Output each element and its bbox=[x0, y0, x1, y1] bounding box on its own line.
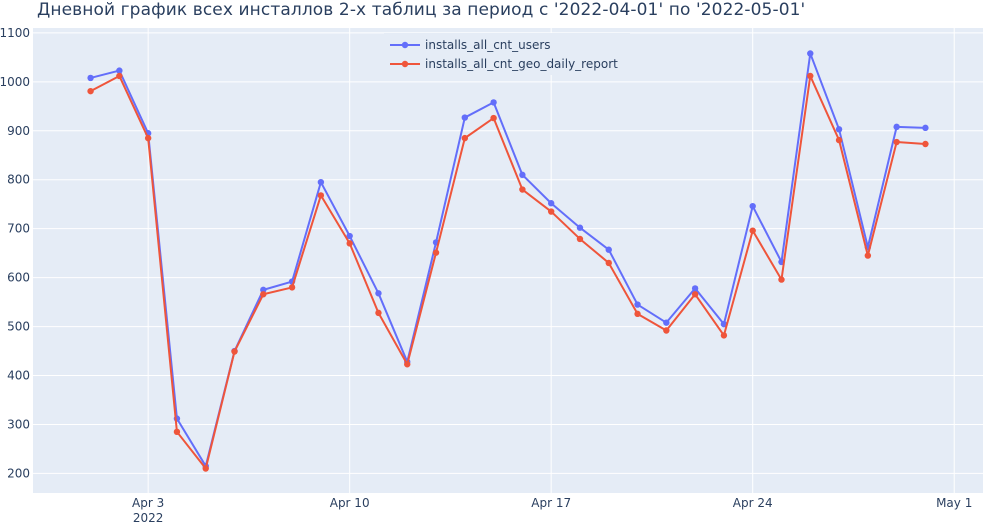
data-point bbox=[519, 186, 526, 193]
data-point bbox=[663, 319, 670, 326]
data-point bbox=[893, 138, 900, 146]
chart-title: Дневной график всех инсталлов 2-х таблиц… bbox=[37, 0, 806, 20]
data-point bbox=[490, 99, 497, 106]
series-group bbox=[87, 50, 929, 472]
data-point bbox=[144, 134, 152, 142]
data-point bbox=[547, 208, 555, 215]
x-tick-sublabel: 2022 bbox=[133, 511, 164, 525]
legend[interactable]: installs_all_cnt_users installs_all_cnt_g… bbox=[384, 33, 630, 75]
data-point bbox=[260, 286, 267, 294]
y-tick-label: 600 bbox=[7, 271, 30, 285]
data-point bbox=[691, 285, 699, 292]
data-point bbox=[634, 310, 641, 318]
grid-lines bbox=[33, 28, 983, 493]
data-point bbox=[317, 192, 325, 199]
data-point bbox=[922, 124, 929, 132]
y-tick-label: 1100 bbox=[0, 26, 30, 40]
data-point bbox=[202, 465, 209, 472]
data-point bbox=[116, 72, 123, 80]
legend-label: installs_all_cnt_users bbox=[425, 38, 551, 52]
legend-item-2[interactable]: installs_all_cnt_geo_daily_report bbox=[390, 57, 618, 71]
data-point bbox=[173, 428, 181, 436]
data-point bbox=[260, 291, 267, 298]
data-point bbox=[691, 291, 699, 298]
data-point bbox=[490, 114, 497, 122]
data-point bbox=[893, 123, 900, 131]
data-point bbox=[605, 259, 612, 267]
data-point bbox=[749, 227, 756, 234]
data-point bbox=[576, 235, 584, 243]
y-tick-label: 700 bbox=[7, 222, 30, 236]
y-tick-label: 300 bbox=[7, 417, 30, 431]
x-tick-label: Apr 10 bbox=[330, 496, 370, 510]
data-point bbox=[720, 332, 728, 339]
data-point bbox=[749, 202, 756, 210]
y-tick-label: 200 bbox=[7, 466, 30, 480]
series-2 bbox=[87, 72, 929, 472]
data-point bbox=[864, 252, 872, 259]
plot-area bbox=[33, 28, 983, 493]
x-tick-label: Apr 17 bbox=[531, 496, 571, 510]
data-point bbox=[922, 140, 929, 148]
series-line bbox=[90, 74, 926, 470]
data-point bbox=[461, 114, 469, 121]
data-point bbox=[346, 232, 353, 240]
data-point bbox=[317, 178, 325, 186]
x-tick-label: Apr 3 bbox=[132, 496, 164, 510]
data-point bbox=[87, 74, 94, 82]
y-tick-label: 1000 bbox=[0, 75, 30, 89]
x-tick-label: Apr 24 bbox=[733, 496, 773, 510]
data-point bbox=[576, 224, 584, 231]
data-point bbox=[720, 320, 728, 328]
data-point bbox=[547, 200, 555, 207]
legend-marker bbox=[401, 41, 409, 49]
data-point bbox=[116, 67, 123, 74]
data-point bbox=[288, 284, 296, 291]
y-tick-label: 400 bbox=[7, 369, 30, 383]
data-point bbox=[375, 290, 382, 297]
data-point bbox=[346, 240, 353, 247]
y-tick-label: 500 bbox=[7, 320, 30, 334]
data-point bbox=[807, 50, 814, 57]
data-point bbox=[432, 249, 440, 256]
data-point bbox=[404, 361, 411, 368]
legend-marker bbox=[401, 60, 409, 68]
data-point bbox=[87, 87, 94, 95]
data-point bbox=[835, 136, 843, 144]
legend-label: installs_all_cnt_geo_daily_report bbox=[425, 57, 618, 71]
data-point bbox=[835, 126, 843, 133]
x-tick-label: May 1 bbox=[936, 496, 972, 510]
legend-box bbox=[384, 33, 630, 75]
data-point bbox=[519, 171, 526, 179]
data-point bbox=[778, 276, 785, 283]
y-axis-ticks: 200 300 400 500 600 700 800 900 1000 1100 bbox=[0, 26, 30, 481]
data-point bbox=[605, 246, 612, 253]
y-tick-label: 900 bbox=[7, 124, 30, 138]
data-point bbox=[461, 134, 469, 142]
data-point bbox=[663, 327, 670, 334]
legend-item-1[interactable]: installs_all_cnt_users bbox=[390, 38, 551, 52]
data-point bbox=[375, 309, 382, 317]
y-tick-label: 800 bbox=[7, 173, 30, 187]
data-point bbox=[634, 301, 641, 308]
data-point bbox=[231, 348, 238, 355]
data-point bbox=[807, 72, 814, 80]
